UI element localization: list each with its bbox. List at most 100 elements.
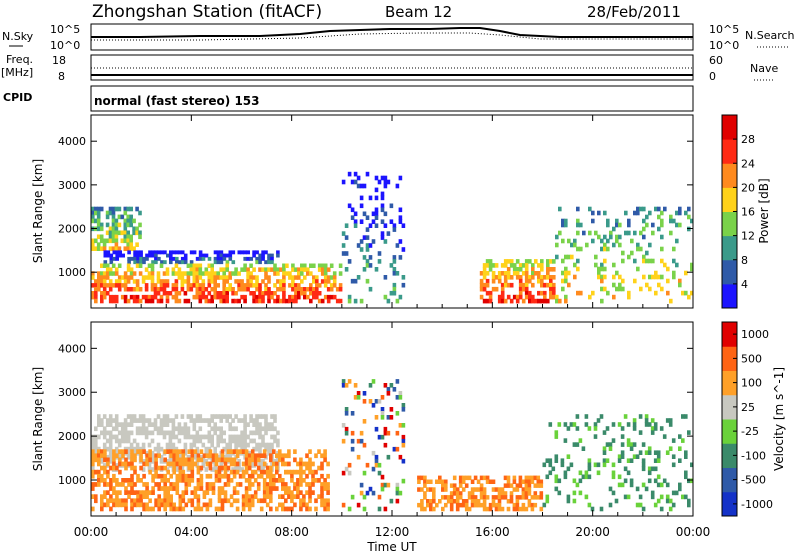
echo-cell — [219, 253, 224, 258]
echo-cell — [546, 275, 550, 280]
echo-cell — [105, 418, 110, 423]
echo-cell — [120, 230, 125, 236]
echo-cell — [555, 294, 559, 300]
echo-cell — [198, 291, 203, 296]
echo-cell — [356, 391, 361, 396]
echo-cell — [530, 479, 535, 484]
echo-cell — [204, 294, 209, 300]
echo-cell — [262, 494, 267, 499]
echo-cell — [423, 506, 427, 512]
echo-cell — [362, 267, 367, 272]
echo-cell — [429, 502, 433, 508]
echo-cell — [609, 230, 613, 236]
echo-cell — [240, 418, 244, 423]
echo-cell — [344, 235, 349, 240]
echo-cell — [190, 465, 195, 471]
echo-cell — [479, 483, 484, 488]
echo-cell — [344, 267, 349, 272]
echo-cell — [117, 438, 122, 444]
echo-cell — [111, 210, 116, 216]
echo-cell — [576, 230, 580, 236]
echo-cell — [222, 256, 227, 261]
echo-cell — [272, 478, 276, 483]
echo-cell — [615, 218, 619, 224]
echo-cell — [138, 446, 143, 452]
echo-cell — [288, 298, 292, 304]
echo-cell — [332, 279, 337, 284]
echo-cell — [521, 491, 526, 496]
echo-cell — [506, 475, 511, 481]
echo-cell — [420, 487, 424, 492]
y-tick-label: 2000 — [58, 430, 86, 443]
echo-cell — [362, 442, 367, 448]
echo-cell — [217, 498, 222, 504]
echo-cell — [213, 260, 218, 265]
echo-cell — [108, 234, 113, 240]
echo-cell — [380, 415, 385, 420]
echo-cell — [94, 498, 98, 504]
echo-cell — [291, 279, 295, 284]
echo-cell — [602, 450, 607, 455]
echo-cell — [237, 434, 241, 440]
echo-cell — [567, 282, 571, 288]
echo-cell — [111, 263, 116, 268]
x-axis-label: Time UT — [366, 540, 417, 554]
echo-cell — [157, 506, 161, 512]
echo-cell — [108, 422, 113, 427]
echo-cell — [558, 230, 562, 236]
echo-cell — [126, 234, 130, 240]
echo-cell — [665, 498, 670, 504]
echo-cell — [377, 462, 382, 468]
echo-cell — [240, 250, 244, 255]
echo-cell — [270, 446, 274, 452]
echo-cell — [482, 282, 487, 288]
echo-cell — [97, 434, 101, 440]
echo-cell — [114, 267, 119, 272]
echo-cell — [350, 438, 355, 444]
echo-cell — [269, 506, 273, 512]
echo-cell — [210, 287, 214, 292]
echo-cell — [231, 438, 235, 444]
echo-cell — [168, 291, 173, 296]
echo-cell — [163, 482, 167, 487]
echo-cell — [246, 442, 250, 448]
echo-cell — [204, 418, 209, 423]
echo-cell — [353, 223, 358, 228]
echo-cell — [401, 434, 406, 440]
echo-cell — [395, 490, 400, 496]
echo-cell — [262, 478, 267, 483]
echo-cell — [632, 422, 637, 427]
echo-cell — [639, 246, 643, 252]
echo-cell — [117, 214, 122, 220]
echo-cell — [380, 486, 385, 492]
echo-cell — [518, 282, 523, 288]
echo-cell — [353, 171, 358, 177]
echo-cell — [644, 422, 649, 427]
echo-cell — [273, 298, 277, 304]
echo-cell — [97, 453, 101, 459]
echo-cell — [678, 222, 682, 228]
echo-cell — [353, 395, 358, 400]
echo-cell — [665, 450, 670, 455]
echo-cell — [126, 298, 131, 304]
echo-cell — [192, 418, 197, 423]
echo-cell — [641, 462, 646, 468]
echo-cell — [678, 282, 682, 288]
echo-cell — [241, 498, 246, 504]
echo-cell — [202, 494, 207, 499]
echo-cell — [389, 203, 394, 209]
echo-cell — [94, 482, 98, 487]
echo-cell — [660, 222, 664, 228]
echo-cell — [615, 222, 619, 228]
echo-cell — [303, 287, 307, 292]
echo-cell — [312, 263, 316, 268]
echo-cell — [147, 463, 152, 468]
echo-cell — [195, 434, 200, 440]
echo-cell — [272, 482, 276, 487]
echo-cell — [261, 253, 265, 258]
echo-cell — [135, 283, 140, 288]
echo-cell — [144, 426, 149, 432]
echo-cell — [144, 267, 149, 272]
echo-cell — [678, 434, 682, 439]
echo-cell — [479, 491, 484, 496]
